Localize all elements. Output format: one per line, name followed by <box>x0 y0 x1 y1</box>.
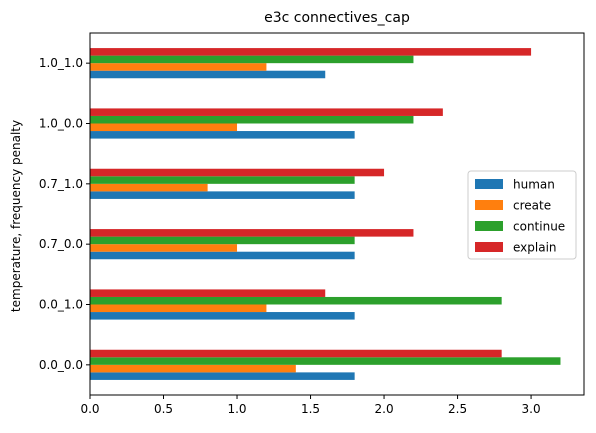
bar-continue-0.7_1.0 <box>90 176 355 184</box>
x-ticks-group: 0.0 0.5 1.0 1.5 2.0 2.5 3.0 <box>80 395 541 416</box>
x-tick-label: 0.5 <box>154 402 173 416</box>
legend-box <box>467 170 577 260</box>
legend-swatch-explain <box>475 242 503 252</box>
bar-human-0.0_1.0 <box>90 312 355 320</box>
legend-swatch-continue <box>475 221 503 231</box>
legend-label-continue: continue <box>513 220 565 234</box>
legend-swatch-human <box>475 179 503 189</box>
y-tick-label: 0.7_1.0 <box>39 177 83 191</box>
x-tick-label: 2.5 <box>448 402 467 416</box>
bar-continue-1.0_1.0 <box>90 55 414 64</box>
legend-label-human: human <box>513 178 555 192</box>
bar-create-0.0_0.0 <box>90 364 296 373</box>
bar-continue-0.7_0.0 <box>90 236 355 245</box>
bar-continue-1.0_0.0 <box>90 115 414 124</box>
bar-explain-0.0_0.0 <box>90 349 502 358</box>
bar-create-1.0_1.0 <box>90 63 267 71</box>
bar-explain-0.0_1.0 <box>90 289 326 297</box>
bar-create-0.7_1.0 <box>90 183 208 192</box>
bar-create-0.0_1.0 <box>90 304 267 313</box>
bar-explain-1.0_0.0 <box>90 108 443 116</box>
plot-frame <box>89 32 585 396</box>
y-tick-label: 0.0_0.0 <box>39 358 83 372</box>
bar-explain-0.7_0.0 <box>90 229 414 237</box>
x-tick-label: 1.0 <box>227 402 246 416</box>
bar-explain-1.0_1.0 <box>90 48 532 56</box>
bar-human-0.7_0.0 <box>90 251 355 260</box>
y-tick-label: 1.0_0.0 <box>39 117 83 131</box>
bar-human-1.0_0.0 <box>90 131 355 139</box>
x-tick-label: 3.0 <box>522 402 541 416</box>
y-tick-label: 0.7_0.0 <box>39 237 83 251</box>
x-tick-label: 0.0 <box>80 402 99 416</box>
bar-create-0.7_0.0 <box>90 244 238 252</box>
y-tick-label: 1.0_1.0 <box>39 56 83 70</box>
legend: human create continue explain <box>467 170 577 260</box>
bar-continue-0.0_1.0 <box>90 296 502 305</box>
bar-continue-0.0_0.0 <box>90 357 561 365</box>
bars-group <box>90 48 561 380</box>
legend-label-create: create <box>513 199 551 213</box>
bar-human-0.7_1.0 <box>90 191 355 199</box>
y-ticks-group: 0.0_0.0 0.0_1.0 0.7_0.0 0.7_1.0 1.0_0.0 1.0_1… <box>39 56 90 372</box>
bar-human-1.0_1.0 <box>90 70 326 79</box>
bar-create-1.0_0.0 <box>90 123 238 132</box>
legend-label-explain: explain <box>513 241 557 255</box>
bar-human-0.0_0.0 <box>90 372 355 380</box>
chart-title: e3c connectives_cap <box>264 10 410 26</box>
legend-swatch-create <box>475 200 503 210</box>
x-tick-label: 2.0 <box>375 402 394 416</box>
bar-explain-0.7_1.0 <box>90 168 385 177</box>
y-axis-label: temperature, frequency penalty <box>9 120 23 312</box>
y-tick-label: 0.0_1.0 <box>39 298 83 312</box>
x-tick-label: 1.5 <box>301 402 320 416</box>
